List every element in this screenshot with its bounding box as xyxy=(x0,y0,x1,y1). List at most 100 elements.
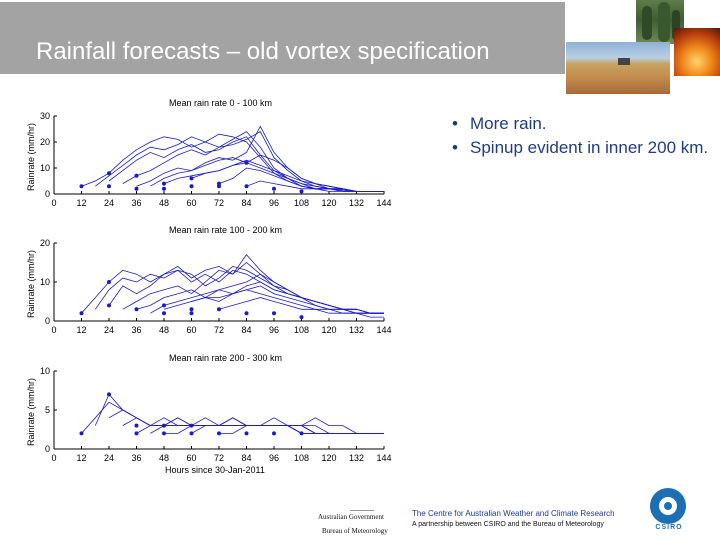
bullet-icon: • xyxy=(452,114,458,133)
init-point xyxy=(107,303,111,308)
x-tick-label: 60 xyxy=(186,198,196,208)
init-point xyxy=(162,423,166,428)
init-point xyxy=(272,186,276,191)
x-tick-label: 108 xyxy=(294,453,309,463)
init-point xyxy=(299,431,304,436)
x-tick-label: 12 xyxy=(76,198,86,208)
y-tick-label: 10 xyxy=(40,366,50,376)
cawcr-name: The Centre for Australian Weather and Cl… xyxy=(412,509,615,518)
bom-logo: Australian Government Bureau of Meteorol… xyxy=(316,498,406,538)
x-tick-label: 60 xyxy=(186,453,196,463)
x-tick-label: 144 xyxy=(376,198,391,208)
x-tick-label: 144 xyxy=(376,453,391,463)
series-line xyxy=(150,281,384,314)
x-tick-label: 72 xyxy=(214,198,224,208)
x-tick-label: 96 xyxy=(269,325,279,335)
y-tick-label: 20 xyxy=(40,137,50,147)
init-point xyxy=(107,280,111,284)
x-tick-label: 0 xyxy=(51,198,56,208)
cawcr-partnership: A partnership between CSIRO and the Bure… xyxy=(412,521,604,528)
panel-title: Mean rain rate 100 - 200 km xyxy=(169,225,282,235)
init-point xyxy=(134,186,139,191)
x-tick-label: 72 xyxy=(214,325,224,335)
series-line xyxy=(122,131,384,192)
x-tick-label: 132 xyxy=(349,453,364,463)
init-point xyxy=(162,431,166,436)
slide-title: Rainfall forecasts – old vortex specific… xyxy=(36,38,490,65)
init-point xyxy=(162,303,166,308)
bullet-icon: • xyxy=(452,138,458,157)
y-tick-label: 0 xyxy=(45,316,50,326)
y-tick-label: 20 xyxy=(40,238,50,248)
init-point xyxy=(79,431,84,436)
y-tick-label: 0 xyxy=(45,444,50,454)
init-point xyxy=(217,307,221,312)
coat-of-arms-icon xyxy=(350,498,374,511)
series-line xyxy=(218,297,384,318)
bom-name: Bureau of Meteorology xyxy=(322,527,388,535)
y-axis-label: Rainrate (mm/hr) xyxy=(26,378,36,446)
x-tick-label: 84 xyxy=(241,325,251,335)
x-tick-label: 84 xyxy=(241,198,251,208)
x-tick-label: 12 xyxy=(76,325,86,335)
csiro-logo-icon xyxy=(650,488,686,524)
x-tick-label: 132 xyxy=(349,198,364,208)
x-tick-label: 132 xyxy=(349,325,364,335)
series-line xyxy=(218,167,384,192)
init-point xyxy=(107,392,111,397)
series-line xyxy=(94,393,384,434)
x-tick-label: 144 xyxy=(376,325,391,335)
bullet-list: • More rain. • Spinup evident in inner 200… xyxy=(452,112,712,160)
init-point xyxy=(244,184,249,189)
harvest-field-photo xyxy=(566,42,670,94)
series-line xyxy=(108,269,384,314)
init-point xyxy=(79,184,84,189)
init-point xyxy=(272,431,276,436)
init-point xyxy=(134,423,139,428)
x-tick-label: 108 xyxy=(294,198,309,208)
y-tick-label: 10 xyxy=(40,163,50,173)
x-tick-label: 60 xyxy=(186,325,196,335)
series-line xyxy=(219,425,384,434)
init-point xyxy=(79,311,84,316)
y-axis-label: Rainrate (mm/hr) xyxy=(26,123,36,191)
init-point xyxy=(189,431,194,436)
init-point xyxy=(189,176,194,181)
csiro-label: CSIRO xyxy=(655,524,683,531)
x-tick-label: 36 xyxy=(131,453,141,463)
init-point xyxy=(189,311,194,316)
x-tick-label: 120 xyxy=(321,453,336,463)
init-point xyxy=(134,307,139,312)
init-point xyxy=(299,189,304,194)
bullet-item: • More rain. xyxy=(452,112,712,136)
y-tick-label: 10 xyxy=(40,277,50,287)
x-tick-label: 0 xyxy=(51,325,56,335)
series-line xyxy=(246,180,384,192)
series-line xyxy=(136,425,384,434)
init-point xyxy=(244,160,249,165)
init-point xyxy=(107,184,111,189)
title-bar: Rainfall forecasts – old vortex specific… xyxy=(0,2,565,74)
bullet-text: Spinup evident in inner 200 km. xyxy=(470,138,709,157)
x-tick-label: 72 xyxy=(214,453,224,463)
init-point xyxy=(217,431,221,436)
y-axis-label: Rainrate (mm/hr) xyxy=(26,250,36,318)
x-tick-label: 96 xyxy=(269,198,279,208)
x-tick-label: 24 xyxy=(104,198,114,208)
x-tick-label: 108 xyxy=(294,325,309,335)
init-point xyxy=(244,431,249,436)
y-tick-label: 30 xyxy=(40,111,50,121)
series-line xyxy=(136,125,384,192)
bullet-item: • Spinup evident in inner 200 km. xyxy=(452,136,712,160)
init-point xyxy=(189,307,194,312)
init-point xyxy=(272,311,276,316)
init-point xyxy=(134,173,139,178)
panel-title: Mean rain rate 0 - 100 km xyxy=(169,98,272,108)
x-tick-label: 84 xyxy=(241,453,251,463)
init-point xyxy=(299,315,304,320)
bushfire-photo xyxy=(674,28,720,76)
rainfall-charts: Mean rain rate 0 - 100 km Rainrate (mm/hr… xyxy=(26,98,392,475)
x-tick-label: 24 xyxy=(104,453,114,463)
series-line xyxy=(191,162,384,192)
init-point xyxy=(217,181,221,186)
